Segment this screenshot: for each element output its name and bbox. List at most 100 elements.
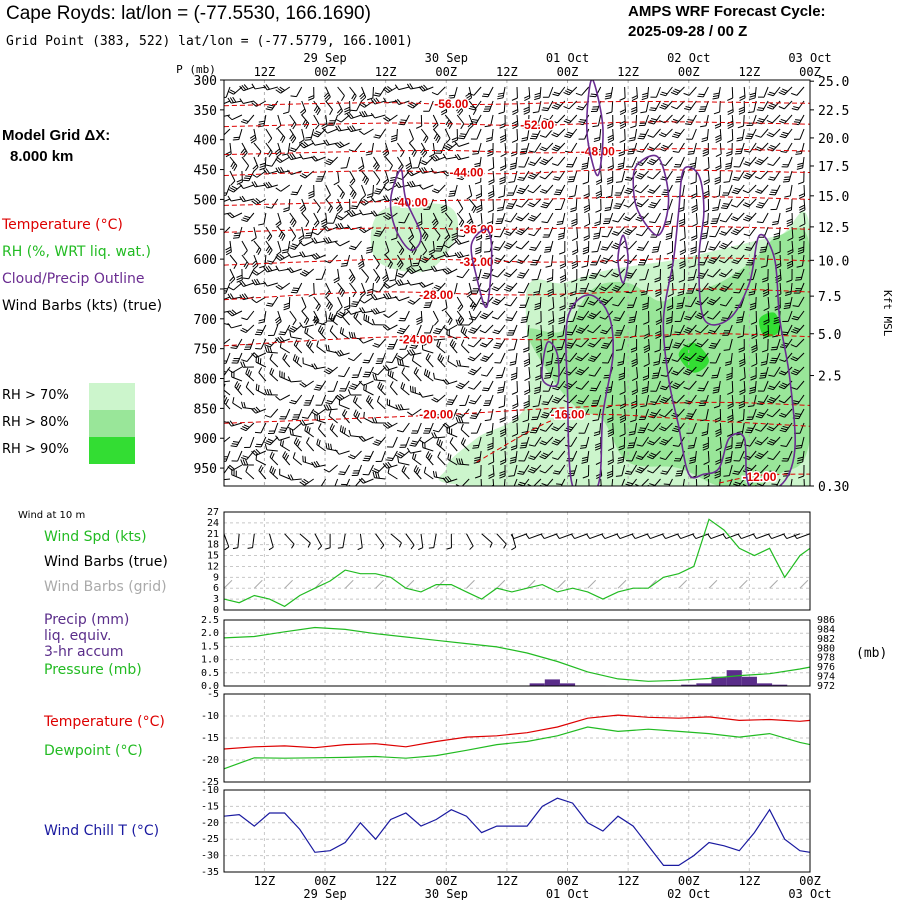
wind-barb-flag — [451, 139, 458, 143]
wind-barb-flag — [293, 437, 298, 444]
wind-barb-shaft — [597, 240, 602, 252]
wind-barb-flag — [756, 483, 763, 486]
wind-barb-flag — [576, 356, 583, 360]
wind-barb-shaft — [488, 100, 494, 112]
wind-barb-flag — [418, 167, 423, 174]
wind-barb-flag — [258, 120, 265, 123]
wind-barb-flag — [624, 191, 631, 195]
wind-barb-shaft — [592, 310, 602, 320]
wind-barb-flag — [361, 435, 366, 441]
wind-barb-flag — [481, 342, 488, 346]
wind-barb-flag — [739, 361, 745, 365]
wind-barb-flag — [365, 314, 368, 322]
wind-barb-flag — [797, 181, 804, 185]
wind-barb-flag — [258, 465, 263, 471]
wind-barb-shaft — [256, 296, 267, 304]
wind-barb-flag — [291, 235, 297, 242]
wind-barb-flag — [797, 251, 804, 255]
wind-barb-flag — [476, 488, 481, 490]
wind-barb-flag — [458, 208, 464, 214]
wind-barb-shaft — [803, 198, 806, 211]
wind-barb-flag — [551, 400, 558, 404]
wind-barb-flag — [500, 447, 507, 452]
wind-barb-flag — [468, 318, 475, 321]
wind-barb-flag — [545, 361, 552, 364]
wind-barb-shaft — [516, 128, 519, 141]
wind-barb-shaft — [585, 436, 590, 448]
wind-barb-shaft — [540, 352, 543, 365]
wind-barb-flag — [768, 178, 775, 181]
wind-barb-shaft — [473, 324, 482, 334]
wind-barb-shaft — [700, 338, 709, 348]
wind-barb-flag — [678, 221, 685, 225]
wind-barb-flag — [344, 106, 351, 111]
wind-barb-flag — [217, 232, 223, 234]
wind-barb-flag — [411, 348, 416, 355]
wind-barb-flag — [655, 335, 662, 339]
wind-barb-flag — [435, 154, 440, 160]
wind-barb-flag — [420, 281, 426, 287]
wind-barb-flag — [236, 274, 243, 278]
wind-barb-flag — [316, 438, 319, 445]
wind-barb-flag — [327, 345, 330, 352]
wind-barb-flag — [289, 401, 296, 405]
wind-barb-flag — [423, 368, 427, 375]
pressure-tick-label: 950 — [194, 462, 217, 477]
wind-barb-flag — [751, 347, 758, 351]
wind-barb-flag — [383, 251, 390, 256]
wind-barb-flag — [554, 397, 561, 401]
wind-barb-flag — [768, 440, 775, 444]
wind-barb-flag — [763, 307, 770, 312]
wind-barb-flag — [726, 153, 733, 157]
wind-barb-flag — [407, 301, 414, 305]
wind-barb-flag — [366, 248, 373, 252]
wind-barb-flag — [784, 470, 791, 472]
wind-barb-shaft — [504, 436, 507, 449]
top-time-tick-label: 00Z — [678, 65, 700, 79]
true-wind-barb — [589, 533, 604, 540]
wind-barb-flag — [556, 483, 563, 485]
wind-barb-flag — [274, 316, 281, 322]
wind-barb-shaft — [777, 324, 781, 336]
wind-barb-shaft — [339, 394, 350, 401]
wind-barb-shaft — [302, 422, 314, 426]
wind-barb-flag — [539, 148, 546, 152]
wind-barb-flag — [375, 307, 380, 314]
height-tick-label: 10.0 — [818, 254, 849, 269]
wind-barb-shaft — [556, 114, 566, 124]
wind-barb-flag — [349, 276, 355, 282]
wind-barb-flag — [375, 263, 380, 270]
wind-barb-flag — [703, 475, 710, 480]
wind-barb-flag — [714, 417, 721, 421]
wind-barb-flag — [232, 397, 235, 404]
wind-barb-flag — [325, 139, 330, 146]
wind-barb-flag — [631, 377, 638, 382]
wind-barb-flag — [479, 344, 486, 348]
wind-barb-flag — [535, 344, 542, 349]
wind-barb-shaft — [725, 296, 733, 307]
wind-barb-flag — [684, 317, 691, 321]
wind-barb-shaft — [631, 450, 638, 462]
wind-barb-flag — [301, 416, 308, 419]
wind-barb-shaft — [617, 212, 626, 223]
wind-barb-shaft — [290, 380, 302, 383]
wind-barb-shaft — [760, 464, 769, 474]
wind-barb-flag — [589, 342, 596, 346]
wind-barb-flag — [582, 475, 589, 479]
wind-barb-flag — [472, 447, 479, 449]
wind-barb-flag — [358, 380, 364, 386]
wind-barb-flag — [333, 277, 340, 281]
wind-barb-shaft — [562, 324, 566, 336]
wind-barb-flag — [565, 90, 571, 94]
wind-barb-shaft — [444, 114, 453, 124]
wind-barb-shaft — [432, 142, 436, 154]
wind-barb-flag — [589, 276, 596, 279]
wind-barb-flag — [773, 321, 780, 325]
wind-barb-flag — [688, 444, 695, 447]
wind-barb-shaft — [771, 128, 781, 138]
wind-barb-flag — [339, 141, 345, 147]
wind-barb-shaft — [278, 170, 290, 174]
wind-barb-shaft — [338, 128, 350, 132]
wind-barb-flag — [751, 363, 758, 367]
wind-barb-shaft — [448, 142, 458, 151]
